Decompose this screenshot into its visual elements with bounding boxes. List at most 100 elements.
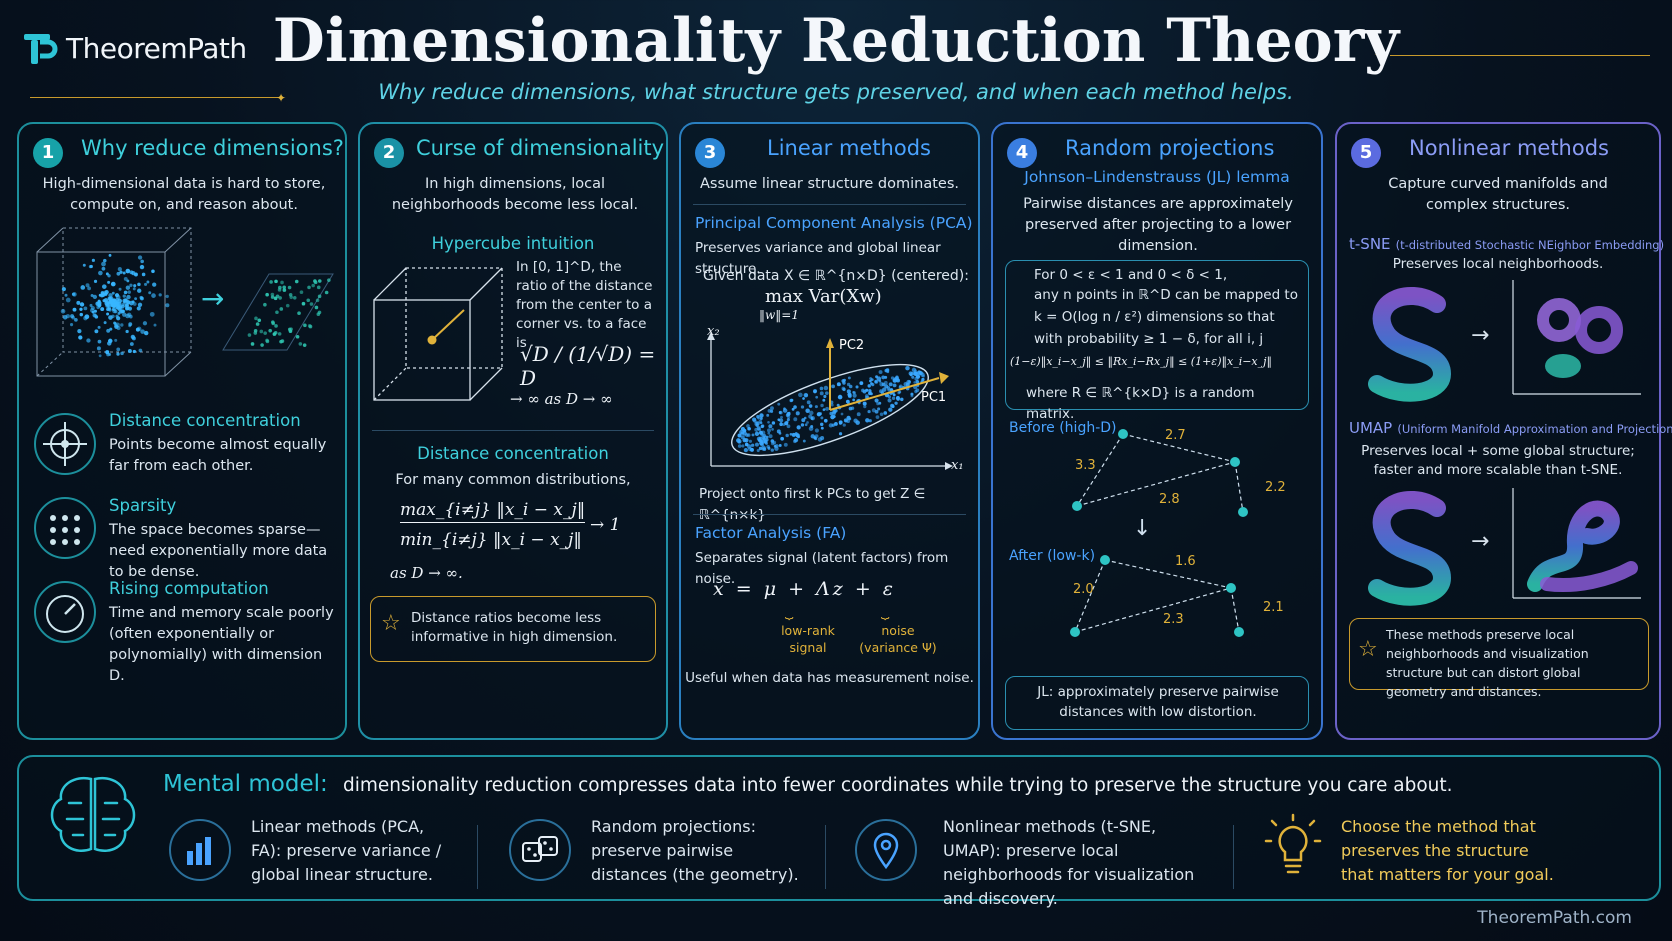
umap-name: UMAP — [1349, 419, 1393, 437]
fa-title: Factor Analysis (FA) — [695, 524, 847, 542]
jl-note: JL: approximately preserve pairwise dist… — [1037, 684, 1279, 720]
bottom-item: Random projections: preserve pairwise di… — [591, 817, 799, 884]
jl-note-box: JL: approximately preserve pairwise dist… — [1005, 676, 1309, 730]
bottom-item: Choose the method that preserves the str… — [1341, 817, 1554, 884]
jl-lemma-box: For 0 < ε < 1 and 0 < δ < 1, any n point… — [1005, 260, 1309, 422]
divider — [1233, 825, 1234, 889]
lemma-where: where R ∈ ℝ^{k×D} is a random matrix. — [1026, 385, 1255, 422]
umap-illustration: → — [1368, 488, 1641, 606]
after-distance-graph — [1070, 555, 1244, 637]
bottom-item: Linear methods (PCA, FA): preserve varia… — [251, 817, 442, 884]
panel-number: 2 — [374, 138, 404, 168]
panel-intro: Assume linear structure dominates. — [700, 176, 959, 192]
distance-label: 1.6 — [1175, 554, 1196, 569]
panel-number: 4 — [1007, 138, 1037, 168]
panel-number: 3 — [695, 138, 725, 168]
pc1-label: PC1 — [921, 390, 947, 405]
dc-as: as D → ∞. — [390, 564, 463, 582]
brand-logo[interactable]: TheoremPath — [22, 30, 247, 66]
divider — [372, 430, 654, 431]
hypercube-ratio: √D / (1/√D) = D — [520, 342, 656, 390]
panel-title: Why reduce dimensions? — [81, 136, 344, 160]
note-box: ☆ These methods preserve local neighborh… — [1349, 618, 1649, 699]
panel-intro: High-dimensional data is hard to store, … — [42, 176, 326, 213]
mental-model-text: dimensionality reduction compresses data… — [343, 775, 1453, 796]
divider — [477, 825, 478, 889]
distance-label: 2.7 — [1165, 428, 1186, 443]
pca-given: Given data X ∈ ℝ^{n×D} (centered): — [703, 268, 969, 284]
theorempath-logo-icon — [24, 34, 58, 64]
fa-text: Separates signal (latent factors) from n… — [695, 550, 949, 587]
panel-number: 1 — [33, 138, 63, 168]
panel-nonlinear-methods: 5 Nonlinear methods Capture curved manif… — [1335, 122, 1672, 740]
umap-text: Preserves local + some global structure;… — [1361, 443, 1635, 478]
note-box: ☆ Distance ratios become less informativ… — [370, 596, 656, 662]
svg-text:→: → — [1471, 323, 1489, 348]
panel-title: Nonlinear methods — [1409, 136, 1609, 160]
pca-scatter-plot — [707, 332, 953, 470]
arrow-down-icon: ↓ — [1133, 516, 1152, 541]
after-label: After (low-k) — [1009, 548, 1096, 564]
panel-number: 5 — [1351, 138, 1381, 168]
before-distance-graph — [1072, 429, 1248, 517]
tsne-name: t-SNE — [1349, 235, 1391, 253]
svg-text:→: → — [201, 282, 224, 315]
item-text: The space becomes sparse—need exponentia… — [109, 522, 328, 580]
distance-label: 2.8 — [1159, 492, 1180, 507]
umap-heading: UMAP (Uniform Manifold Approximation and… — [1349, 418, 1672, 437]
lemma-line: k = O(log n / ε²) dimensions so that — [1034, 309, 1275, 325]
sparkle-icon: ✦ — [276, 91, 287, 105]
hypercube-title: Hypercube intuition — [431, 234, 595, 253]
distance-label: 2.2 — [1265, 480, 1286, 495]
header-rule-right — [1390, 55, 1650, 56]
x1-axis-label: x₁ — [951, 458, 964, 473]
panel-intro: Pairwise distances are approximately pre… — [1023, 196, 1293, 254]
footer-url[interactable]: TheoremPath.com — [1477, 908, 1632, 928]
distance-label: 2.3 — [1163, 612, 1184, 627]
pca-title: Principal Component Analysis (PCA) — [695, 214, 973, 232]
brand-name: TheoremPath — [66, 31, 247, 65]
star-icon: ☆ — [1358, 637, 1378, 662]
divider — [825, 825, 826, 889]
panel-title: Random projections — [1065, 136, 1275, 160]
pca-project: Project onto first k PCs to get Z ∈ ℝ^{n… — [699, 486, 926, 523]
distance-label: 2.1 — [1263, 600, 1284, 615]
page-subtitle: Why reduce dimensions, what structure ge… — [378, 80, 1294, 104]
brain-icon — [50, 776, 136, 852]
header-rule-left — [30, 97, 280, 98]
panel-intro: Capture curved manifolds and complex str… — [1388, 176, 1608, 213]
x2-axis-label: x₂ — [707, 324, 720, 339]
mental-model-label: Mental model: — [163, 771, 328, 797]
dc-numerator: max_{i≠j} ‖x_i − x_j‖ — [400, 500, 586, 523]
item-text: Points become almost equally far from ea… — [109, 437, 327, 474]
dc-denominator: min_{i≠j} ‖x_i − x_j‖ — [400, 530, 582, 550]
distance-label: 2.0 — [1073, 582, 1094, 597]
lightbulb-icon — [1264, 813, 1322, 874]
panel-random-projections: 4 Random projections Johnson–Lindenstrau… — [991, 122, 1323, 740]
distance-concentration-text: For many common distributions, — [395, 472, 631, 488]
fa-equation: x = μ + Λz + ε — [713, 578, 896, 600]
lemma-line: with probability ≥ 1 − δ, for all i, j — [1034, 331, 1264, 347]
item-text: Time and memory scale poorly (often expo… — [109, 605, 334, 684]
panel-curse: 2 Curse of dimensionality In high dimens… — [358, 122, 668, 740]
svg-text:→: → — [1471, 529, 1489, 554]
fa-label-signal: low-rank signal — [781, 623, 835, 655]
lemma-line: any n points in ℝ^D can be mapped to — [1034, 287, 1298, 303]
pca-text: Preserves variance and global linear str… — [695, 240, 941, 277]
tsne-heading: t-SNE (t-distributed Stochastic NEighbor… — [1349, 234, 1664, 253]
mental-model-bar: Mental model: dimensionality reduction c… — [17, 755, 1661, 908]
tsne-illustration: → — [1368, 280, 1641, 402]
panel-title: Curse of dimensionality — [416, 136, 665, 160]
dc-limit-arrow: → 1 — [590, 515, 621, 535]
bar-chart-icon — [169, 819, 231, 881]
page-title: Dimensionality Reduction Theory — [272, 6, 1400, 76]
location-pin-icon — [855, 819, 917, 881]
panel-title: Linear methods — [767, 136, 931, 160]
note-text: Distance ratios become less informative … — [411, 610, 618, 645]
note-text: These methods preserve local neighborhoo… — [1386, 627, 1589, 699]
item-title: Rising computation — [109, 579, 269, 598]
divider — [693, 204, 966, 205]
distance-label: 3.3 — [1075, 458, 1096, 473]
target-icon — [34, 413, 96, 475]
pca-objective: max Var(Xw) — [765, 286, 882, 307]
